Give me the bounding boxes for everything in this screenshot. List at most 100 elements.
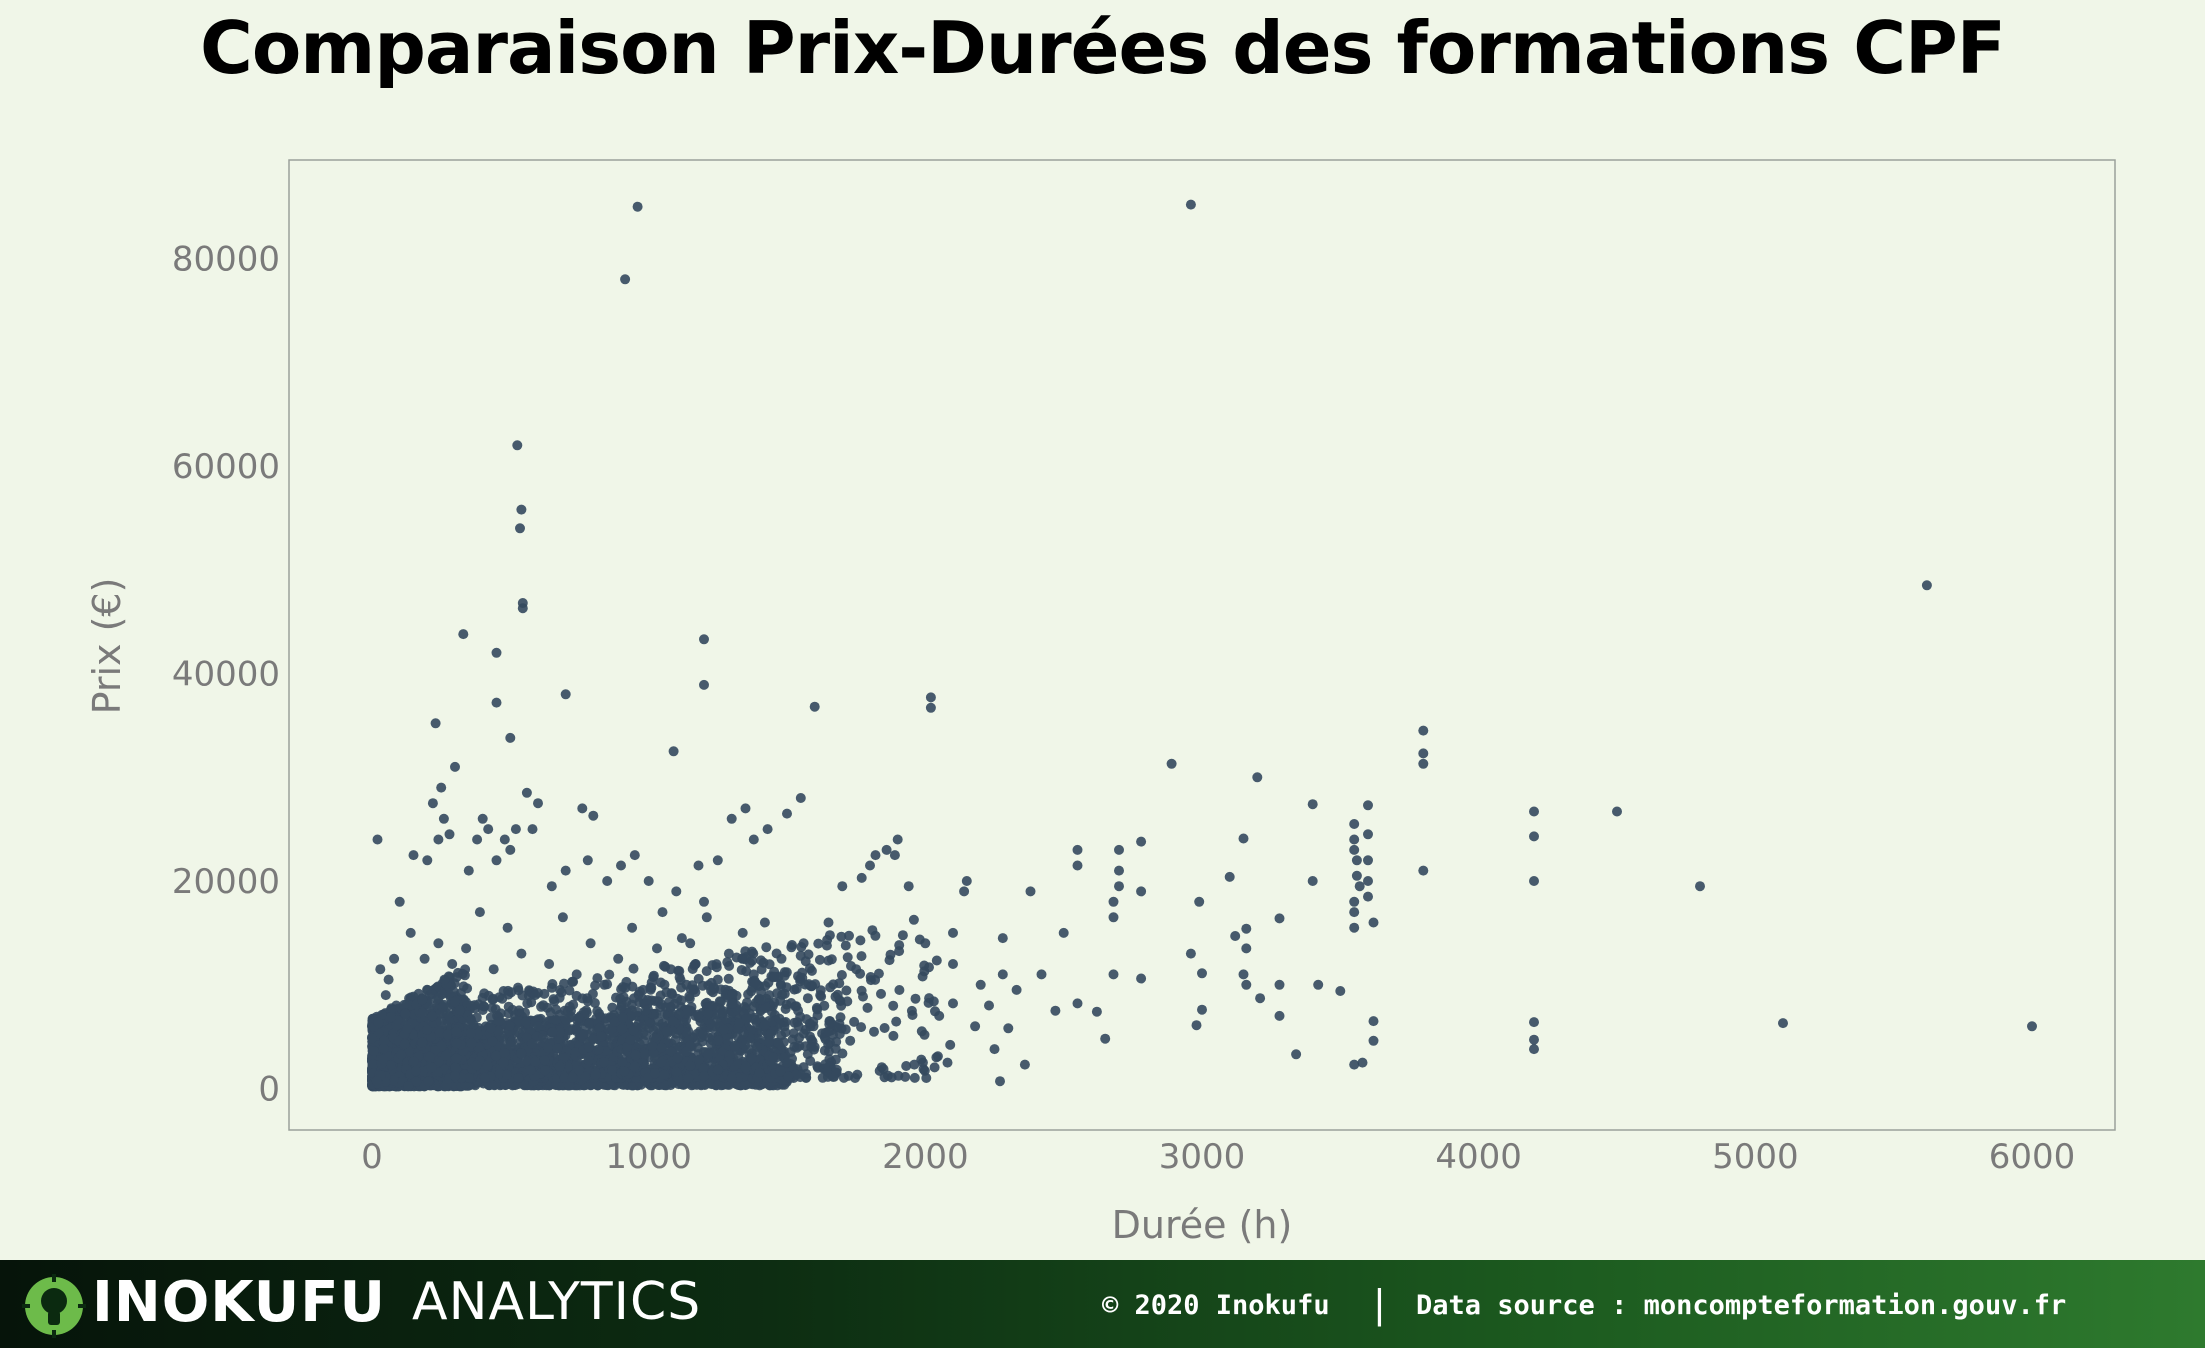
data-point [433, 834, 444, 845]
data-point [634, 1038, 645, 1049]
y-tick-label: 60000 [172, 447, 280, 487]
data-point [485, 1012, 496, 1023]
data-point [836, 1023, 847, 1034]
data-point [379, 1035, 390, 1046]
data-point [780, 1027, 791, 1038]
data-point [1241, 923, 1252, 934]
data-point [1418, 758, 1429, 769]
data-point [791, 983, 802, 994]
data-point [552, 1043, 563, 1054]
data-point [539, 988, 550, 999]
data-point [559, 1072, 570, 1083]
data-point [640, 1049, 650, 1060]
data-point [920, 938, 931, 949]
data-point [1349, 1059, 1360, 1070]
data-point [1011, 984, 1022, 995]
data-point [388, 1075, 399, 1086]
data-point [488, 964, 499, 975]
data-point [1778, 1018, 1788, 1029]
data-point [753, 1034, 764, 1045]
data-point [432, 981, 443, 992]
data-point [629, 1061, 640, 1072]
data-point [823, 917, 834, 928]
data-point [483, 824, 494, 835]
data-point [512, 440, 523, 451]
data-point [479, 988, 490, 999]
data-point [989, 1044, 1000, 1055]
data-point [1418, 748, 1429, 759]
data-point [546, 881, 557, 892]
data-point [502, 1069, 512, 1080]
data-point [585, 938, 596, 949]
data-point [587, 1034, 598, 1045]
data-point [556, 987, 567, 998]
data-point [756, 955, 766, 966]
data-point [894, 985, 905, 995]
x-tick-label: 0 [361, 1137, 383, 1177]
data-point [856, 1022, 867, 1033]
data-point [699, 1071, 709, 1082]
data-point [583, 1042, 594, 1053]
data-point [583, 1055, 594, 1066]
data-point [1529, 1044, 1539, 1055]
data-point [619, 1066, 630, 1077]
data-point [842, 952, 853, 963]
data-point [891, 1016, 902, 1027]
y-tick-label: 80000 [172, 240, 280, 280]
data-point [647, 1041, 658, 1052]
data-point [616, 860, 626, 871]
data-points [367, 199, 2037, 1092]
data-point [756, 994, 767, 1005]
data-point [533, 1021, 544, 1032]
data-point [474, 907, 485, 918]
data-point [683, 1073, 694, 1084]
y-tick-label: 20000 [172, 862, 280, 902]
data-point [1238, 969, 1249, 980]
data-point [881, 844, 892, 855]
data-point [649, 1033, 659, 1044]
data-point [417, 1008, 428, 1018]
data-point [1197, 968, 1207, 979]
data-point [865, 860, 875, 871]
data-point [1351, 870, 1362, 881]
footer-separator: | [1368, 1282, 1391, 1326]
data-point [698, 1063, 709, 1074]
data-point [858, 991, 868, 1002]
data-point [656, 1042, 667, 1053]
data-point [450, 761, 460, 772]
data-point [590, 1070, 601, 1080]
data-point [699, 896, 709, 907]
data-point [640, 1005, 651, 1016]
data-point [1354, 881, 1365, 892]
data-point [466, 1038, 477, 1049]
data-point [368, 1059, 379, 1070]
data-point [1307, 876, 1318, 886]
data-point [1230, 931, 1241, 941]
data-point [809, 701, 820, 712]
data-point [451, 1053, 462, 1064]
data-point [724, 960, 735, 971]
x-tick-label: 1000 [605, 1137, 692, 1177]
data-point [764, 959, 775, 970]
data-point [851, 964, 862, 975]
data-point [521, 1055, 532, 1066]
data-point [1291, 1049, 1302, 1060]
data-point [783, 1071, 794, 1082]
data-point [925, 702, 936, 713]
data-point [819, 1045, 830, 1056]
data-point [1529, 1017, 1539, 1028]
data-point [417, 994, 428, 1005]
data-point [411, 1076, 422, 1087]
data-point [813, 938, 824, 949]
data-point [667, 989, 678, 1000]
scatter-chart: 0 1000 2000 3000 4000 5000 6000 02000040000600… [85, 159, 2116, 1247]
data-point [1349, 907, 1360, 918]
data-point [674, 1009, 685, 1020]
data-point [491, 697, 502, 708]
data-point [837, 881, 848, 892]
data-point [1019, 1059, 1030, 1070]
data-point [487, 994, 498, 1005]
data-point [685, 1060, 696, 1071]
data-point [921, 1073, 932, 1083]
data-point [819, 1000, 830, 1011]
